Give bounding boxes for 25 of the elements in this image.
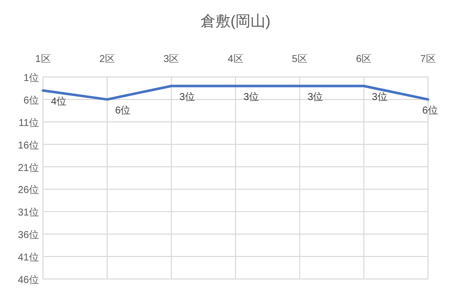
x-tick-label: 2区 — [99, 54, 115, 65]
data-label: 3位 — [372, 90, 388, 103]
x-tick-label: 7区 — [420, 54, 436, 65]
y-tick-label: 1位 — [23, 72, 39, 84]
chart-title: 倉敷(岡山) — [200, 13, 270, 30]
y-tick-label: 36位 — [18, 229, 39, 242]
y-tick-label: 46位 — [18, 274, 39, 286]
y-tick-label: 41位 — [18, 252, 39, 264]
data-label: 6位 — [422, 104, 438, 116]
x-tick-label: 1区 — [35, 54, 51, 65]
x-tick-label: 4区 — [228, 54, 244, 65]
data-label: 3位 — [308, 90, 324, 103]
y-tick-label: 31位 — [18, 206, 39, 219]
y-tick-label: 16位 — [18, 139, 39, 152]
data-label: 4位 — [51, 95, 67, 108]
y-tick-label: 21位 — [18, 162, 39, 174]
y-tick-label: 11位 — [18, 116, 39, 129]
x-tick-label: 6区 — [356, 54, 372, 65]
x-tick-label: 3区 — [164, 54, 180, 65]
data-label: 3位 — [244, 90, 260, 103]
data-label: 3位 — [179, 90, 195, 103]
y-tick-label: 6位 — [23, 94, 39, 106]
data-label: 6位 — [115, 104, 131, 116]
y-tick-label: 26位 — [18, 184, 39, 196]
x-tick-label: 5区 — [292, 54, 308, 65]
